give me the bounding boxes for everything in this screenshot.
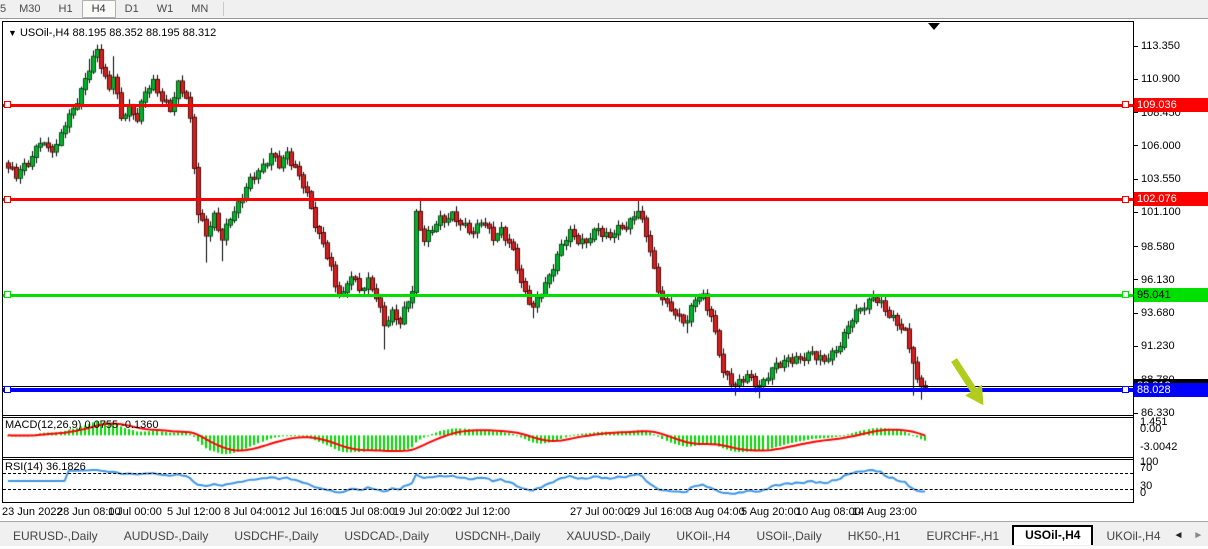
rsi-label: RSI(14) 36.1826 bbox=[5, 461, 86, 473]
down-arrow-annotation[interactable] bbox=[938, 352, 1008, 432]
chart-title-text: USOil-,H4 88.195 88.352 88.195 88.312 bbox=[19, 27, 217, 39]
chart-shift-marker-icon[interactable] bbox=[928, 23, 940, 30]
dropdown-triangle-icon[interactable]: ▼ bbox=[8, 28, 17, 38]
chart-title: ▼ USOil-,H4 88.195 88.352 88.195 88.312 bbox=[8, 27, 216, 39]
macd-label: MACD(12,26,9) 0.0755 -0.1360 bbox=[5, 419, 159, 431]
